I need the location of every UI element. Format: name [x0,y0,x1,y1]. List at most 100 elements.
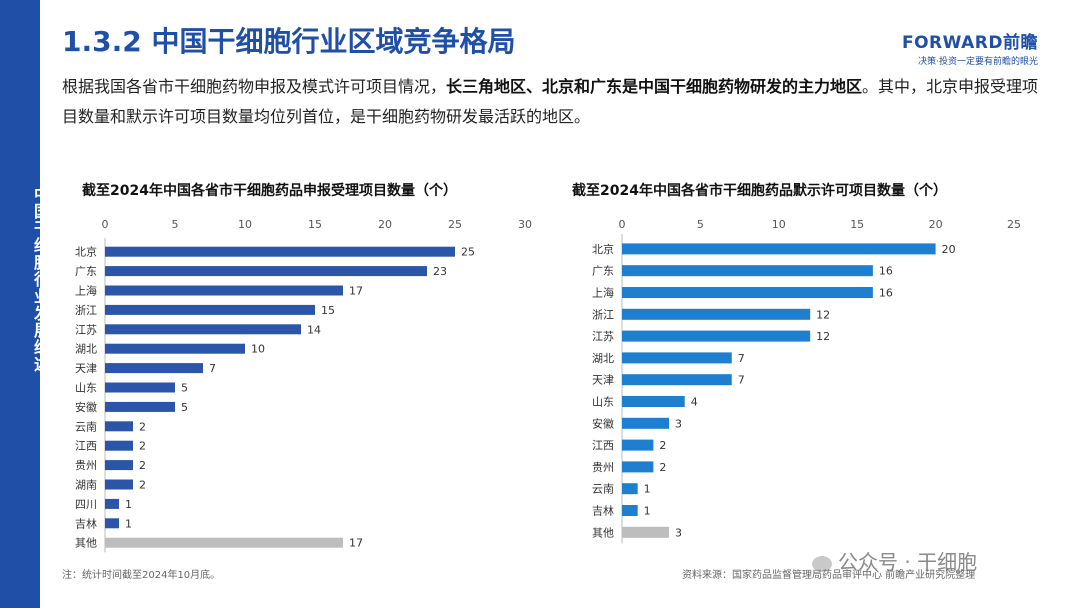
data-label: 2 [659,461,666,474]
category-label: 湖南 [75,479,97,492]
bar [622,308,811,320]
data-label: 17 [349,285,363,298]
chart-title-left: 截至2024年中国各省市干细胞药品申报受理项目数量（个） [82,183,457,199]
bar [105,246,455,257]
logo-slogan: 决策·投资一定要有前瞻的眼光 [918,57,1038,67]
x-tick-label: 25 [448,218,462,231]
intro-text-bold: 长三角地区、北京和广东是中国干细胞药物研发的主力地区 [446,77,863,96]
data-label: 5 [181,382,188,395]
data-label: 2 [139,459,146,472]
bar [622,374,732,386]
data-label: 10 [251,343,265,356]
data-label: 1 [644,483,651,496]
bar [622,265,873,277]
category-label: 天津 [592,374,614,387]
data-label: 14 [307,323,321,336]
data-label: 1 [125,498,132,511]
chart-title-right: 截至2024年中国各省市干细胞药品默示许可项目数量（个） [572,183,947,199]
category-label: 四川 [75,498,97,511]
wechat-icon [812,555,832,572]
bar [105,537,343,548]
data-label: 4 [691,396,698,409]
sidebar: 中国干细胞行业发展综述 [0,0,50,608]
data-label: 16 [879,287,893,300]
data-label: 12 [816,330,830,343]
category-label: 浙江 [75,304,97,317]
category-label: 山东 [75,382,97,395]
data-label: 1 [644,505,651,518]
data-label: 12 [816,308,830,321]
category-label: 吉林 [592,504,614,518]
wechat-watermark: 公众号 · 干细胞 [812,546,977,575]
data-label: 20 [942,243,956,256]
x-tick-label: 15 [850,218,864,231]
x-tick-label: 5 [172,218,179,231]
data-label: 16 [879,265,893,278]
bar [622,505,638,516]
bar [105,440,133,451]
data-label: 2 [139,440,146,453]
category-label: 江苏 [75,323,97,336]
x-tick-label: 20 [378,218,392,231]
category-label: 江西 [75,440,97,453]
bar [622,439,654,451]
category-label: 贵州 [75,459,97,472]
bar [622,483,638,495]
bar [622,330,811,342]
category-label: 安徽 [75,400,97,414]
bar [622,352,732,364]
logo-main-text: FORWARD前瞻 [901,33,1038,53]
category-label: 广东 [592,265,614,278]
bar [622,461,654,473]
category-label: 江西 [592,439,614,452]
x-tick-label: 25 [1007,218,1021,231]
category-label: 贵州 [592,461,614,474]
bar [622,526,670,538]
bar [105,285,343,296]
data-label: 2 [139,479,146,492]
category-label: 湖北 [75,343,97,356]
bar [105,401,175,412]
bar [622,417,670,429]
category-label: 北京 [592,242,614,256]
category-label: 北京 [75,245,97,259]
bar [105,324,301,335]
bar [622,396,685,407]
data-label: 7 [738,374,745,387]
intro-text-2: 。其中，北京申报受理项目数量和默示许可项目数量均位列首位，是干细胞药物研发最活跃… [62,77,1039,126]
category-label: 浙江 [592,308,614,321]
bar [105,343,245,354]
data-label: 17 [349,537,363,550]
bar [105,304,315,315]
brand-logo: FORWARD前瞻 决策·投资一定要有前瞻的眼光 [902,28,1038,67]
category-label: 云南 [592,483,614,496]
category-label: 山东 [592,396,614,409]
bar [105,498,119,509]
bar [622,243,936,255]
x-tick-label: 0 [619,218,626,231]
bar [105,518,119,529]
data-label: 2 [139,420,146,433]
data-label: 1 [125,517,132,530]
category-label: 云南 [75,420,97,433]
category-label: 湖北 [592,352,614,365]
x-tick-label: 30 [518,218,532,231]
bar [105,266,427,277]
data-label: 15 [321,304,335,317]
source-note: 资料来源：国家药品监督管理局药品审评中心 前瞻产业研究院整理 [682,570,976,581]
intro-text-1: 根据我国各省市干细胞药物申报及模式许可项目情况， [62,77,447,96]
category-label: 其他 [75,537,97,550]
data-label: 25 [461,246,475,259]
data-label: 5 [181,401,188,414]
category-label: 天津 [75,362,97,375]
x-tick-label: 10 [238,218,252,231]
bar [105,382,175,393]
bar [105,363,203,374]
category-label: 其他 [592,526,614,539]
bar [622,287,873,298]
category-label: 安徽 [592,416,614,430]
x-tick-label: 5 [697,218,704,231]
footnote: 注：统计时间截至2024年10月底。 [62,570,221,581]
